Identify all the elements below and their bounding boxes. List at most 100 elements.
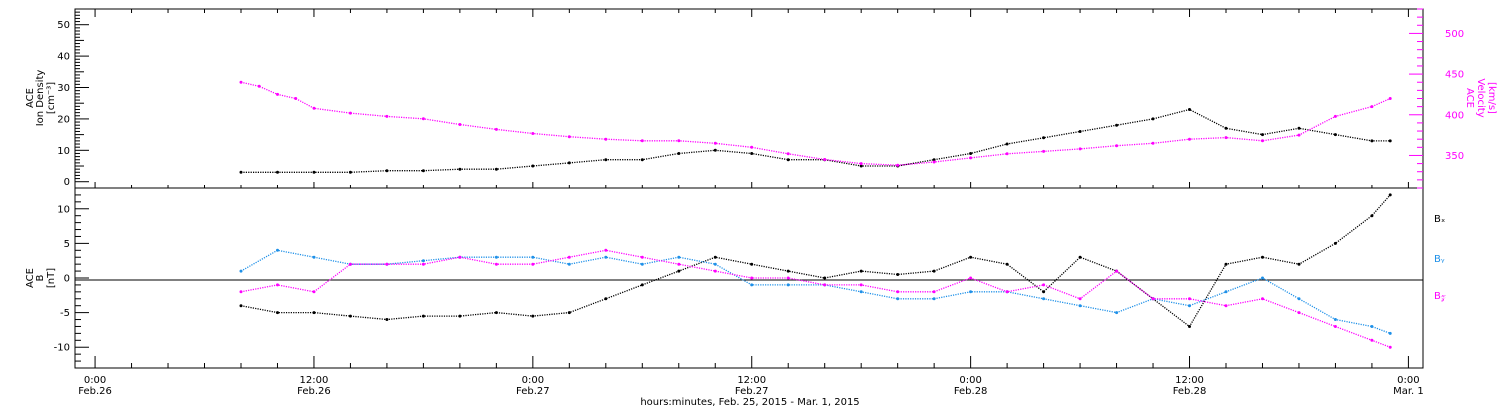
velocity-tick-label: 500 [1445, 29, 1464, 40]
by-series-point [713, 262, 717, 266]
bx-series-point [969, 255, 973, 259]
velocity-series-point [640, 139, 644, 143]
field-tick-label: -10 [54, 343, 70, 354]
bx-series-point [1261, 255, 1264, 259]
velocity-series-line [240, 81, 1391, 166]
bx-series-point [750, 262, 754, 266]
bz-series-point [1115, 269, 1119, 273]
bz-series-line [240, 249, 1391, 348]
density-tick-label: 50 [57, 20, 70, 31]
bz-series-point [1188, 297, 1191, 301]
by-series-point [1042, 297, 1046, 301]
velocity-series-point [1370, 105, 1374, 109]
bz-series-point [1297, 311, 1301, 315]
field-axis-ticks: -10 -5 0 5 10 [54, 194, 89, 362]
bz-series-point [1151, 297, 1155, 301]
bz-series-point [677, 262, 681, 266]
bz-series-point [859, 283, 863, 287]
velocity-series-point [1151, 141, 1155, 145]
bz-series-point [1005, 290, 1009, 294]
velocity-series-point [823, 158, 827, 161]
bx-series-point [312, 311, 316, 315]
density-series-point [640, 158, 644, 162]
by-series-point [1115, 311, 1119, 315]
time-tick-label: 0:00 [522, 375, 544, 386]
bz-series-point [932, 290, 936, 294]
density-series-point [677, 152, 681, 155]
field-axis-title-3: [nT] [46, 268, 57, 288]
velocity-series-point [604, 137, 608, 141]
bz-series-point [1370, 338, 1374, 342]
by-series-point [859, 290, 863, 294]
by-series-point [896, 297, 900, 301]
density-series-point [1333, 133, 1337, 137]
by-series-point [276, 248, 279, 252]
bx-series-point [458, 314, 462, 318]
velocity-series-point [1005, 152, 1009, 156]
legend-bz: B𝓏 [1434, 291, 1446, 302]
density-series-point [1261, 133, 1264, 137]
velocity-series-point [677, 139, 681, 143]
time-tick-label: 12:00 [737, 375, 766, 386]
velocity-series-point [567, 135, 571, 139]
time-tick-label: 0:00 [84, 375, 106, 386]
density-series-point [932, 158, 936, 162]
density-series-point [1042, 136, 1046, 140]
bz-series-point [348, 262, 352, 266]
velocity-series-point [713, 141, 717, 145]
date-tick-label: Feb.27 [516, 386, 550, 397]
by-series-point [1333, 318, 1337, 321]
by-series-point [531, 255, 535, 259]
by-series-point [1261, 276, 1264, 280]
date-tick-label: Feb.28 [954, 386, 988, 397]
bx-series-point [421, 314, 425, 318]
density-tick-label: 0 [64, 177, 70, 188]
bx-series-point [786, 269, 790, 273]
by-series-point [312, 255, 316, 259]
density-series-point [1188, 108, 1191, 111]
bz-series-point [1042, 283, 1046, 287]
density-series-point [1078, 130, 1082, 133]
bz-series-point [421, 262, 425, 266]
density-axis-ticks: 0 10 20 30 40 50 [57, 11, 89, 188]
bz-series-point [786, 276, 790, 280]
by-series-point [567, 262, 571, 266]
by-series-point [239, 269, 243, 273]
bx-series-point [385, 318, 389, 321]
velocity-series-point [1042, 149, 1046, 153]
velocity-series-point [494, 127, 498, 131]
bx-series-point [859, 269, 863, 273]
bz-series-point [385, 262, 389, 266]
bx-series-point [823, 276, 827, 280]
density-tick-label: 40 [57, 52, 70, 63]
bz-series-point [896, 290, 900, 294]
density-axis-title-2: Ion Density [35, 70, 46, 127]
by-series-point [421, 259, 425, 263]
density-series-line [241, 108, 1391, 173]
velocity-series-point [294, 97, 298, 100]
velocity-axis-ticks: 350 400 450 500 [1409, 8, 1464, 189]
velocity-series-point [1388, 97, 1392, 100]
bz-series-point [494, 262, 498, 266]
density-series-point [713, 148, 717, 152]
density-series-point [969, 152, 973, 155]
bz-series-point [1224, 304, 1228, 308]
plasma-data [239, 80, 1392, 174]
velocity-series-point [750, 145, 754, 149]
date-tick-label: Feb.26 [78, 386, 112, 397]
time-tick-label: 0:00 [1397, 375, 1419, 386]
by-series-point [640, 262, 644, 266]
density-tick-label: 20 [57, 114, 70, 125]
time-tick-label: 0:00 [959, 375, 981, 386]
density-series-point [531, 164, 535, 168]
time-tick-label: 12:00 [1175, 375, 1204, 386]
bx-series-point [677, 269, 681, 273]
bz-series-point [276, 283, 279, 287]
density-tick-label: 10 [57, 146, 70, 157]
bz-series-point [1333, 325, 1337, 328]
by-series-point [1370, 325, 1374, 328]
field-axis-title-1: ACE [25, 268, 36, 288]
bx-series-point [640, 283, 644, 287]
bx-series-point [1297, 262, 1301, 266]
by-series-point [1188, 304, 1191, 308]
